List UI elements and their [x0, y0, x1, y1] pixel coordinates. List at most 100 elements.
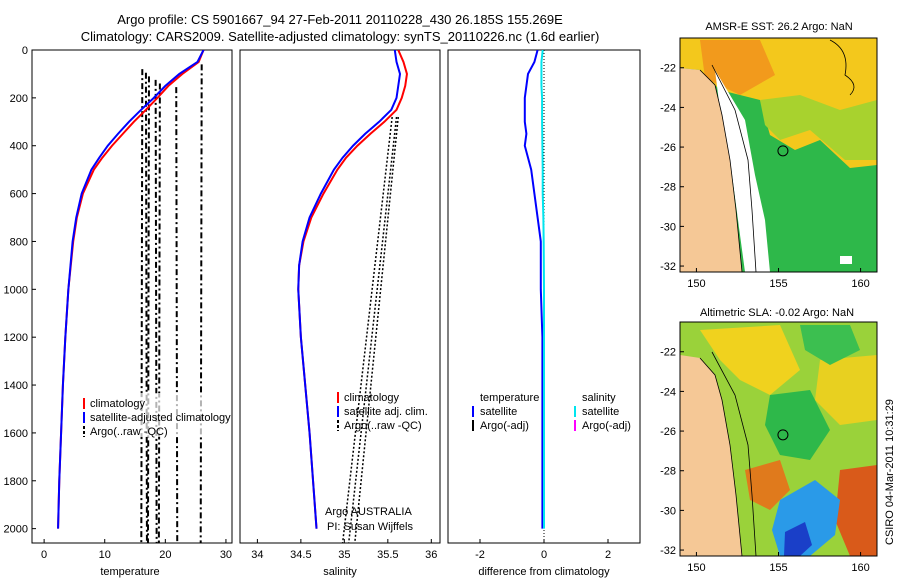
- sst-map-ytick-label--28: -28: [660, 182, 676, 194]
- sla-depth-contour: [711, 351, 757, 556]
- sla-map-title: Altimetric SLA: -0.02 Argo: NaN: [700, 307, 854, 319]
- sla-argo-location-marker: [777, 429, 789, 441]
- salinity-xtick-label-34: 34: [251, 549, 263, 561]
- sst-map-title: AMSR-E SST: 26.2 Argo: NaN: [705, 21, 852, 33]
- sst-coastline: [699, 69, 743, 272]
- sla-map-xtick-label-150: 150: [687, 562, 705, 574]
- temperature-argo-profile-5: [175, 87, 179, 543]
- sst-cloud-gap: [715, 70, 770, 272]
- temperature-xtick-label-0: 0: [41, 549, 47, 561]
- salinity-argo-profile-1: [347, 116, 398, 543]
- difference-legend-temp-argo: Argo(-adj): [480, 420, 529, 432]
- sla-map-ytick-label--22: -22: [660, 347, 676, 359]
- temperature-ytick-label-400: 400: [10, 141, 28, 153]
- sla-yellow-blob-east: [815, 355, 877, 425]
- sst-map-ytick-label--30: -30: [660, 221, 676, 233]
- temperature-ytick-label-1400: 1400: [4, 380, 28, 392]
- sla-coastline: [699, 357, 743, 556]
- sla-map-xtick-label-155: 155: [769, 562, 787, 574]
- temperature-argo-profile-3: [154, 79, 158, 543]
- temperature-ytick-label-0: 0: [22, 45, 28, 57]
- temperature-ytick-label-1800: 1800: [4, 476, 28, 488]
- salinity-climatology-line: [297, 50, 408, 529]
- temperature-climatology-line: [57, 50, 205, 529]
- sst-map-ytick-label--24: -24: [660, 102, 676, 114]
- temperature-ytick-label-800: 800: [10, 236, 28, 248]
- sla-green-blob-north: [800, 325, 860, 365]
- csiro-timestamp-label: CSIRO 04-Mar-2011 10:31:29: [884, 399, 896, 545]
- salinity-xtick-label-34.5: 34.5: [290, 549, 311, 561]
- sst-white-patch: [840, 256, 852, 264]
- sla-map-ytick-label--30: -30: [660, 505, 676, 517]
- difference-xtick-label-0: 0: [541, 549, 547, 561]
- sst-map-xtick-label-150: 150: [687, 278, 705, 290]
- difference-legend-temperature-title: temperature: [480, 392, 539, 404]
- temperature-ytick-label-200: 200: [10, 93, 28, 105]
- difference-xtick-label--2: -2: [475, 549, 485, 561]
- temperature-xlabel: temperature: [100, 566, 159, 578]
- salinity-legend-argo: Argo(..raw -QC): [344, 420, 422, 432]
- salinity-argo-profile-0: [341, 116, 393, 543]
- temperature-argo-profile-2: [146, 76, 150, 543]
- salinity-xtick-label-35.5: 35.5: [377, 549, 398, 561]
- difference-panel: -2 0 2 difference from climatology tempera…: [447, 49, 641, 578]
- salinity-xtick-label-36: 36: [425, 549, 437, 561]
- sla-land: [680, 355, 742, 556]
- difference-temperature-satellite-line: [523, 50, 544, 529]
- sla-yellow-blob: [700, 325, 800, 395]
- temperature-ytick-label-600: 600: [10, 189, 28, 201]
- sst-yellow-band: [760, 95, 877, 160]
- salinity-legend-climatology: climatology: [344, 392, 400, 404]
- sla-map-ytick-label--28: -28: [660, 466, 676, 478]
- difference-xlabel: difference from climatology: [478, 566, 610, 578]
- temperature-ytick-label-1600: 1600: [4, 428, 28, 440]
- sla-orange-patch: [745, 460, 790, 510]
- sst-land: [680, 68, 742, 272]
- salinity-xtick-label-35: 35: [338, 549, 350, 561]
- temperature-ytick-label-2000: 2000: [4, 524, 28, 536]
- figure-title-line1: Argo profile: CS 5901667_94 27-Feb-2011 …: [117, 12, 563, 27]
- temperature-panel: 0 200 400 600 800 1000 1200 1400 1600 1800 2000 0 1…: [4, 45, 233, 578]
- temperature-argo-profile-0: [140, 69, 144, 543]
- difference-legend-salinity-title: salinity: [582, 392, 616, 404]
- salinity-satellite-line: [297, 50, 402, 529]
- sla-map-xtick-label-160: 160: [851, 562, 869, 574]
- sst-map-xtick-label-155: 155: [769, 278, 787, 290]
- salinity-axes-frame: [239, 49, 441, 544]
- sla-orange-patch-east: [835, 465, 877, 556]
- temperature-xtick-label-20: 20: [159, 549, 171, 561]
- temperature-legend-argo: Argo(..raw -QC): [90, 426, 168, 438]
- sst-map-panel: AMSR-E SST: 26.2 Argo: NaN 150 155 160 -22 -…: [660, 21, 878, 290]
- difference-xtick-label-2: 2: [605, 549, 611, 561]
- salinity-panel: 34 34.5 35 35.5 36 salinity climatology sate…: [239, 49, 441, 578]
- salinity-annotation-line1: Argo AUSTRALIA: [325, 506, 412, 518]
- sst-depth-contour-offshore: [829, 39, 855, 96]
- sla-map-ytick-label--24: -24: [660, 386, 676, 398]
- salinity-xlabel: salinity: [323, 566, 357, 578]
- temperature-xtick-label-30: 30: [220, 549, 232, 561]
- difference-legend-sal-argo: Argo(-adj): [582, 420, 631, 432]
- temperature-legend-satellite: satellite-adjusted climatology: [90, 412, 231, 424]
- sla-map-ytick-label--32: -32: [660, 545, 676, 557]
- temperature-legend-climatology: climatology: [90, 398, 146, 410]
- sst-map-ytick-label--32: -32: [660, 261, 676, 273]
- temperature-xtick-label-10: 10: [99, 549, 111, 561]
- salinity-annotation-line2: PI: Susan Wijffels: [327, 521, 413, 533]
- figure-title-line2: Climatology: CARS2009. Satellite-adjuste…: [81, 29, 600, 44]
- temperature-ytick-label-1000: 1000: [4, 284, 28, 296]
- sst-depth-contour: [711, 64, 757, 272]
- temperature-axes-frame: [31, 49, 233, 544]
- difference-salinity-satellite-line: [540, 50, 545, 529]
- sla-map-ytick-label--26: -26: [660, 426, 676, 438]
- difference-legend-sal-satellite: satellite: [582, 406, 619, 418]
- temperature-argo-profile-1: [144, 72, 148, 543]
- salinity-legend-satellite: satellite adj. clim.: [344, 406, 428, 418]
- temperature-ytick-label-1200: 1200: [4, 332, 28, 344]
- sst-argo-location-marker: [777, 145, 789, 157]
- sst-map-ytick-label--26: -26: [660, 142, 676, 154]
- salinity-argo-profile-2: [354, 116, 400, 543]
- sla-green-blob: [765, 390, 830, 460]
- sla-dark-blue-core: [784, 522, 812, 556]
- temperature-argo-profile-6: [199, 64, 203, 543]
